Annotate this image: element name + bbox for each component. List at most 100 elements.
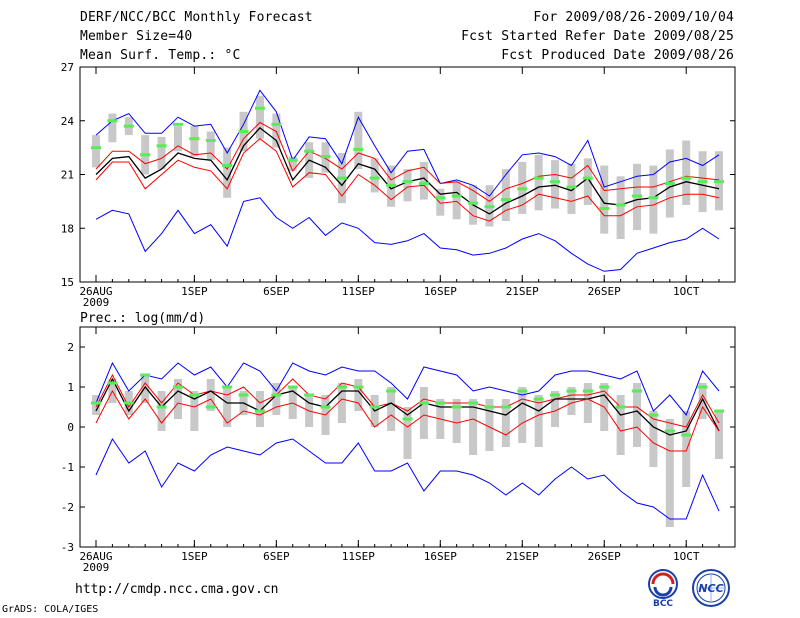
y-tick-label: 15 [61, 276, 74, 289]
marker-point [681, 176, 692, 180]
series-line-min [95, 437, 720, 520]
ncc-logo-text: NCC [698, 582, 723, 595]
marker-point [632, 389, 643, 393]
marker-point [533, 397, 544, 401]
x-tick-label: 1OCT [673, 550, 700, 563]
marker-point [304, 393, 315, 397]
marker-point [172, 385, 183, 389]
spread-box [419, 387, 428, 439]
spread-box [452, 181, 461, 220]
produced-date: Fcst Produced Date 2009/08/26 [501, 48, 734, 63]
marker-point [222, 385, 233, 389]
marker-point [697, 385, 708, 389]
x-tick-label: 16SEP [424, 285, 457, 298]
x-tick-label: 11SEP [342, 550, 375, 563]
marker-point [107, 119, 118, 123]
spread-box [501, 169, 510, 222]
marker-point [517, 187, 528, 191]
marker-point [582, 389, 593, 393]
marker-point [632, 194, 643, 198]
series-line-upper [95, 121, 720, 203]
marker-point [386, 389, 397, 393]
y-tick-label: -3 [61, 541, 74, 554]
marker-point [451, 405, 462, 409]
marker-point [271, 122, 282, 126]
spread-box [354, 379, 363, 411]
spread-box [173, 379, 182, 419]
x-tick-label: 1OCT [673, 285, 700, 298]
x-tick-label: 26SEP [588, 550, 621, 563]
marker-point [222, 164, 233, 168]
spread-box [190, 126, 199, 157]
marker-point [402, 180, 413, 184]
x-tick-label: 16SEP [424, 550, 457, 563]
marker-point [353, 147, 364, 151]
marker-point [484, 205, 495, 209]
marker-point [123, 401, 134, 405]
spread-box [600, 165, 609, 234]
spread-box [387, 387, 396, 431]
x-tick-label: 6SEP [263, 285, 290, 298]
x-tick-label: 26AUG [79, 285, 112, 298]
x-year-label: 2009 [83, 296, 110, 309]
spread-box [436, 188, 445, 216]
marker-point [451, 194, 462, 198]
marker-point [468, 401, 479, 405]
marker-point [714, 409, 724, 413]
spread-box [288, 156, 297, 171]
marker-point [582, 176, 593, 180]
spread-box [272, 383, 281, 415]
marker-point [156, 405, 167, 409]
marker-point [664, 429, 675, 433]
spread-box [92, 395, 100, 415]
y-tick-label: 2 [67, 341, 74, 354]
spread-box [551, 160, 560, 209]
spread-box [567, 387, 576, 415]
series-line-upper [95, 373, 720, 428]
marker-point [123, 124, 134, 128]
member-size-label: Member Size=40 [80, 29, 193, 44]
source-url[interactable]: http://cmdp.ncc.cma.gov.cn [75, 582, 279, 597]
marker-point [517, 389, 528, 393]
spread-box [501, 399, 510, 447]
marker-point [402, 417, 413, 421]
marker-point [714, 180, 724, 184]
spread-box [403, 169, 412, 202]
marker-point [172, 122, 183, 126]
spread-box [354, 111, 363, 170]
spread-box [649, 411, 658, 467]
marker-point [336, 385, 347, 389]
spread-box [583, 158, 592, 205]
marker-point [386, 183, 397, 187]
marker-point [697, 180, 708, 184]
marker-point [648, 413, 659, 417]
series-line-max [95, 361, 720, 416]
x-year-label: 2009 [83, 561, 110, 574]
marker-point [566, 185, 577, 189]
spread-box [534, 154, 543, 211]
spread-box [337, 383, 346, 423]
y-tick-label: 21 [61, 169, 74, 182]
marker-point [238, 130, 249, 133]
ncc-logo: NCC [688, 568, 734, 612]
marker-point [435, 401, 446, 405]
x-tick-label: 26SEP [588, 285, 621, 298]
marker-point [566, 389, 577, 393]
spread-box [616, 395, 625, 455]
series-line-lower [95, 389, 720, 452]
marker-point [468, 201, 479, 205]
marker-point [369, 176, 380, 180]
spread-box [157, 391, 166, 431]
x-tick-label: 21SEP [506, 550, 539, 563]
series-line-max [95, 89, 720, 197]
refer-date: Fcst Started Refer Date 2009/08/25 [461, 29, 734, 44]
x-tick-label: 26AUG [79, 550, 112, 563]
marker-point [418, 401, 429, 405]
bcc-logo-text: BCC [653, 599, 673, 608]
marker-point [500, 405, 511, 409]
marker-point [599, 207, 610, 211]
series-line-mean [95, 377, 720, 436]
x-tick-label: 1SEP [181, 550, 208, 563]
x-tick-label: 11SEP [342, 285, 375, 298]
spread-box [206, 379, 215, 411]
